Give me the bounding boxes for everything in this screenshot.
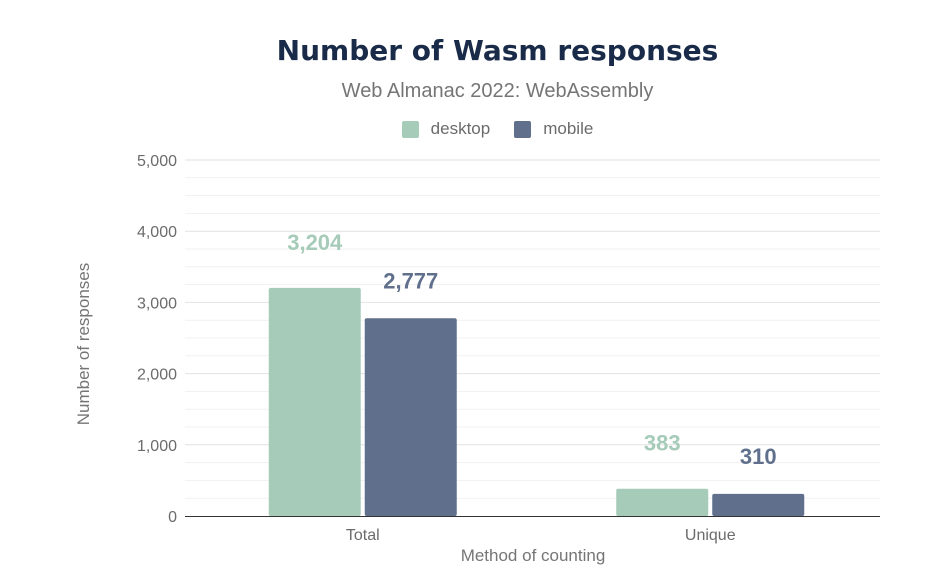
y-tick-label: 3,000 [137, 295, 177, 312]
data-label-mobile-unique: 310 [740, 444, 777, 469]
legend-label-mobile: mobile [543, 119, 594, 138]
y-tick-label: 1,000 [137, 438, 177, 455]
chart-title: Number of Wasm responses [276, 34, 719, 67]
bar-mobile-unique[interactable] [712, 493, 805, 516]
y-tick-label: 4,000 [137, 224, 177, 241]
legend-swatch-desktop [401, 120, 419, 138]
legend-item-mobile[interactable]: mobile [514, 119, 593, 139]
y-tick-label: 5,000 [137, 153, 177, 170]
legend-label-desktop: desktop [430, 119, 491, 138]
y-axis-ticks: 0 1,000 2,000 3,000 4,000 5,000 [137, 153, 177, 526]
data-label-desktop-total: 3,204 [287, 230, 343, 255]
data-label-mobile-total: 2,777 [383, 268, 438, 293]
x-tick-label: Unique [685, 527, 736, 544]
y-tick-label: 0 [168, 509, 177, 526]
x-axis-ticks: Total Unique [346, 527, 736, 544]
bar-desktop-unique[interactable] [616, 488, 709, 516]
y-axis-title: Number of responses [74, 263, 93, 426]
legend-item-desktop[interactable]: desktop [401, 119, 491, 139]
x-axis-title: Method of counting [461, 546, 606, 565]
chart-legend: desktop mobile [0, 119, 948, 139]
bar-mobile-total[interactable] [364, 318, 457, 516]
bar-desktop-total[interactable] [268, 287, 361, 516]
chart-subtitle: Web Almanac 2022: WebAssembly [341, 80, 654, 102]
bars [268, 287, 805, 516]
y-tick-label: 2,000 [137, 367, 177, 384]
x-tick-label: Total [346, 527, 380, 544]
data-label-desktop-unique: 383 [644, 431, 681, 456]
legend-swatch-mobile [514, 120, 532, 138]
data-labels: 3,204 2,777 383 310 [287, 230, 776, 469]
